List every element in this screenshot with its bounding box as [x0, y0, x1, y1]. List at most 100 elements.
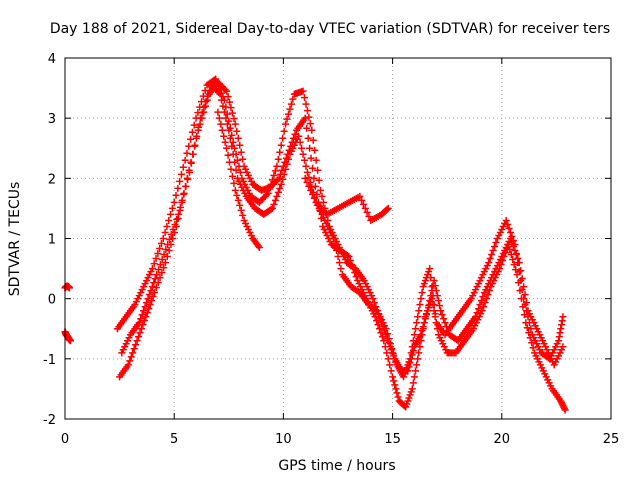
- data-point: [303, 124, 311, 132]
- data-point: [310, 194, 318, 202]
- data-point: [66, 337, 74, 345]
- data-point: [415, 349, 423, 357]
- data-point: [231, 120, 239, 128]
- data-point: [165, 216, 173, 224]
- data-point: [485, 259, 493, 267]
- data-point: [383, 205, 391, 213]
- data-point: [140, 307, 148, 315]
- data-point: [472, 313, 480, 321]
- data-point: [559, 313, 567, 321]
- data-point: [216, 90, 224, 98]
- data-point: [143, 309, 151, 317]
- data-point: [382, 331, 390, 339]
- data-point: [508, 239, 516, 247]
- x-tick-label: 15: [384, 432, 401, 447]
- data-point: [507, 228, 515, 236]
- data-point: [169, 225, 177, 233]
- data-point: [431, 282, 439, 290]
- data-point: [478, 307, 486, 315]
- data-point: [223, 120, 231, 128]
- data-point: [303, 107, 311, 115]
- data-point: [130, 345, 138, 353]
- data-point: [515, 259, 523, 267]
- data-point: [483, 295, 491, 303]
- data-point: [227, 104, 235, 112]
- data-point: [232, 166, 240, 174]
- data-point: [296, 138, 304, 146]
- data-point: [412, 367, 420, 375]
- data-point: [161, 228, 169, 236]
- data-point: [502, 216, 510, 224]
- data-point: [126, 357, 134, 365]
- data-point: [222, 114, 230, 122]
- data-point: [417, 295, 425, 303]
- data-point: [384, 355, 392, 363]
- data-point: [228, 109, 236, 117]
- data-point: [196, 114, 204, 122]
- data-point: [151, 275, 159, 283]
- data-point: [136, 329, 144, 337]
- data-point: [150, 279, 158, 287]
- data-point: [387, 367, 395, 375]
- data-point: [148, 283, 156, 291]
- data-point: [223, 144, 231, 152]
- data-points: [61, 75, 569, 414]
- x-tick-label: 0: [61, 432, 69, 447]
- data-point: [309, 164, 317, 172]
- data-point: [381, 343, 389, 351]
- data-point: [274, 188, 282, 196]
- data-point: [283, 160, 291, 168]
- data-point: [151, 289, 159, 297]
- data-point: [147, 287, 155, 295]
- data-point: [170, 198, 178, 206]
- data-point: [404, 367, 412, 375]
- data-point: [436, 302, 444, 310]
- data-point: [156, 245, 164, 253]
- data-point: [476, 301, 484, 309]
- data-point: [233, 127, 241, 135]
- data-point: [356, 192, 364, 200]
- data-point: [168, 204, 176, 212]
- data-point: [523, 299, 531, 307]
- data-point: [145, 291, 153, 299]
- data-point: [277, 180, 285, 188]
- data-point: [286, 105, 294, 113]
- data-point: [215, 89, 223, 97]
- data-point: [193, 132, 201, 140]
- data-point: [229, 150, 237, 158]
- data-point: [145, 305, 153, 313]
- data-point: [236, 201, 244, 209]
- data-point: [382, 325, 390, 333]
- data-point: [441, 319, 449, 327]
- data-point: [310, 174, 318, 182]
- data-point: [422, 311, 430, 319]
- data-point: [239, 211, 247, 219]
- data-point: [127, 353, 135, 361]
- data-point: [389, 350, 397, 358]
- data-point: [276, 148, 284, 156]
- data-point: [280, 127, 288, 135]
- data-point: [298, 144, 306, 152]
- data-point: [220, 108, 228, 116]
- data-point: [229, 138, 237, 146]
- y-tick-label: 3: [48, 112, 56, 127]
- data-point: [477, 297, 485, 305]
- data-point: [307, 154, 315, 162]
- data-point: [479, 293, 487, 301]
- data-point: [283, 115, 291, 123]
- data-point: [301, 114, 309, 122]
- data-point: [237, 148, 245, 156]
- data-point: [511, 247, 519, 255]
- data-point: [430, 307, 438, 315]
- data-point: [280, 170, 288, 178]
- data-point: [484, 291, 492, 299]
- y-tick-label: -2: [43, 413, 56, 428]
- data-point: [156, 261, 164, 269]
- data-point: [386, 361, 394, 369]
- data-point: [406, 359, 414, 367]
- data-point: [164, 241, 172, 249]
- data-point: [334, 253, 342, 261]
- data-point: [312, 156, 320, 164]
- data-point: [393, 389, 401, 397]
